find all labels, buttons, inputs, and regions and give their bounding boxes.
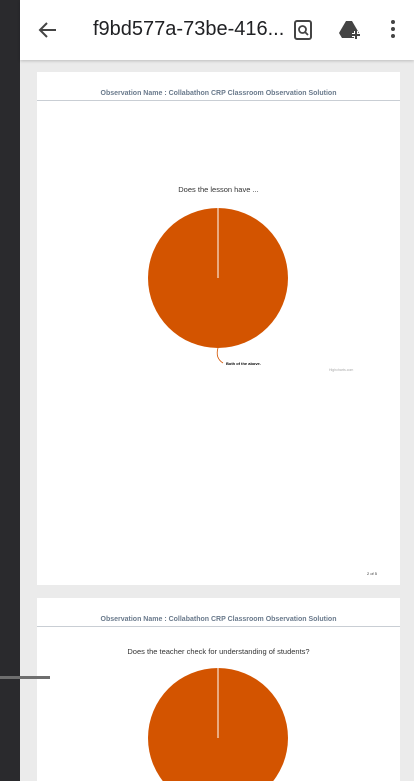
- chart-question: Does the lesson have ...: [178, 185, 259, 194]
- pie-chart: [148, 208, 288, 364]
- page-header: Observation Name : Collabathon CRP Class…: [100, 616, 337, 623]
- left-strip: [0, 0, 20, 781]
- scroll-indicator: [0, 676, 50, 679]
- search-button[interactable]: [294, 20, 312, 40]
- pdf-page: Observation Name : Collabathon CRP Class…: [37, 72, 400, 585]
- page-number: 2 of 5: [367, 571, 378, 576]
- header-rule: [37, 626, 400, 627]
- file-title: f9bd577a-73be-416...: [93, 18, 285, 40]
- pdf-page: Observation Name : Collabathon CRP Class…: [37, 598, 400, 781]
- slice-label: Both of the above.: [226, 361, 261, 366]
- pie-chart: [148, 668, 288, 781]
- chart-question: Does the teacher check for understanding…: [127, 647, 310, 656]
- drive-button[interactable]: [338, 20, 362, 40]
- back-button[interactable]: [38, 20, 58, 40]
- chart-credit: Highcharts.com: [329, 368, 354, 372]
- page-header: Observation Name : Collabathon CRP Class…: [100, 90, 337, 97]
- menu-button[interactable]: [389, 18, 397, 40]
- app-bar: f9bd577a-73be-416...: [20, 0, 414, 60]
- header-rule: [37, 100, 400, 101]
- label-connector: [216, 347, 224, 364]
